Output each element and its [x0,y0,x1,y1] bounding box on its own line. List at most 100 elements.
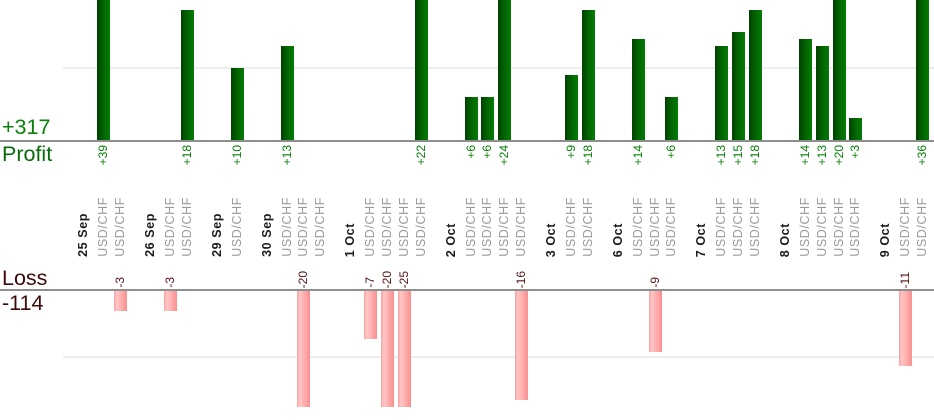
profit-bar [749,10,762,140]
profit-bar [715,46,729,140]
instrument-label: USD/CHF [179,197,194,257]
loss-bar [364,291,378,339]
trade-value-label: +14 [798,145,812,166]
date-label: 26 Sep [142,213,157,257]
profit-bar [481,96,495,140]
loss-bar [163,291,177,312]
trade-value-label: -9 [647,277,662,288]
profit-total-label: +317 [2,115,51,139]
profit-axis-title: Profit [2,142,53,166]
profit-bar [565,75,578,140]
instrument-label: USD/CHF [480,197,495,257]
instrument-label: USD/CHF [396,197,411,257]
trade-value-label: +15 [731,145,746,166]
instrument-label: USD/CHF [814,197,829,257]
trade-value-label: -11 [898,271,913,288]
profit-bar [180,10,194,140]
instrument-label: USD/CHF [848,197,863,257]
loss-gridline [63,356,934,358]
instrument-label: USD/CHF [898,197,913,257]
profit-bar [732,32,746,140]
trade-value-label: +10 [229,145,244,166]
instrument-label: USD/CHF [363,197,378,257]
date-label: 7 Oct [694,222,709,257]
profit-axis-line [0,140,934,142]
loss-bar [297,291,311,407]
trade-value-label: +18 [179,145,194,166]
instrument-label: USD/CHF [748,197,762,257]
trade-value-label: -16 [514,270,528,288]
trade-value-label: +13 [279,145,294,166]
trade-value-label: +13 [714,145,729,166]
profit-bar [230,68,244,140]
instrument-label: USD/CHF [630,197,645,257]
trade-value-label: -20 [380,270,394,288]
date-label: 2 Oct [443,222,458,257]
trade-value-label: -25 [396,270,411,288]
loss-bar [381,291,394,407]
profit-bar [581,10,595,140]
date-label: 29 Sep [209,213,224,257]
instrument-label: USD/CHF [112,197,127,257]
profit-bar [815,46,829,140]
instrument-label: USD/CHF [229,197,244,257]
trade-value-label: -7 [363,277,378,288]
loss-bar [648,291,662,353]
trade-value-label: +20 [831,145,846,166]
instrument-label: USD/CHF [915,197,930,257]
trade-value-label: +9 [564,145,578,159]
instrument-label: USD/CHF [296,197,311,257]
trade-value-label: -3 [112,277,127,288]
instrument-label: USD/CHF [162,197,177,257]
profit-bar [280,46,294,140]
loss-bar [397,291,411,407]
profit-bar [832,0,846,140]
date-label: 1 Oct [343,222,358,257]
date-label: 6 Oct [610,222,625,257]
trade-value-label: +24 [497,145,512,166]
instrument-label: USD/CHF [831,197,846,257]
trade-value-label: +22 [413,145,428,166]
trade-value-label: +6 [664,145,679,159]
profit-bar [414,0,428,140]
date-label: 30 Sep [259,213,274,257]
instrument-label: USD/CHF [413,197,428,257]
trade-value-label: +14 [630,145,645,166]
profit-bar [97,0,110,140]
instrument-label: USD/CHF [714,197,729,257]
date-label: 25 Sep [76,213,90,257]
instrument-label: USD/CHF [580,197,595,257]
trade-value-label: +3 [848,145,863,159]
profit-bar [464,96,478,140]
trade-value-label: +18 [748,145,762,166]
instrument-label: USD/CHF [514,197,528,257]
trade-value-label: -20 [296,270,311,288]
trade-value-label: +6 [480,145,495,159]
loss-bar [899,291,913,366]
date-label: 9 Oct [878,222,893,257]
date-label: 3 Oct [544,222,558,257]
instrument-label: USD/CHF [731,197,746,257]
trade-value-label: +18 [580,145,595,166]
profit-bar [849,118,863,140]
loss-bar [113,291,127,312]
loss-total-label: -114 [2,291,44,315]
loss-axis-line [0,289,934,291]
loss-axis-title: Loss [2,266,48,290]
instrument-label: USD/CHF [664,197,679,257]
profit-bar [498,0,512,140]
trade-value-label: +39 [96,145,110,166]
trade-value-label: +36 [915,145,930,166]
instrument-label: USD/CHF [380,197,394,257]
profit-bar [916,0,930,140]
instrument-label: USD/CHF [279,197,294,257]
date-label: 8 Oct [778,222,792,257]
trade-value-label: +6 [463,145,478,159]
instrument-label: USD/CHF [564,197,578,257]
instrument-label: USD/CHF [497,197,512,257]
instrument-label: USD/CHF [313,197,328,257]
trade-value-label: -3 [162,277,177,288]
profit-bar [799,39,812,140]
instrument-label: USD/CHF [647,197,662,257]
